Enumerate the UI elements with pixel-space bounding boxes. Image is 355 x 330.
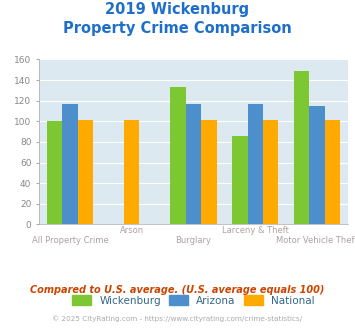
Bar (170, 87, 186, 224)
Legend: Wickenburg, Arizona, National: Wickenburg, Arizona, National (69, 292, 318, 309)
Text: Motor Vehicle Theft: Motor Vehicle Theft (276, 236, 355, 245)
Bar (294, 71, 309, 224)
Text: 2019 Wickenburg: 2019 Wickenburg (105, 2, 250, 16)
Text: Property Crime Comparison: Property Crime Comparison (63, 21, 292, 36)
Bar (232, 136, 247, 224)
Text: Compared to U.S. average. (U.S. average equals 100): Compared to U.S. average. (U.S. average … (30, 285, 325, 295)
Text: All Property Crime: All Property Crime (32, 236, 108, 245)
Text: © 2025 CityRating.com - https://www.cityrating.com/crime-statistics/: © 2025 CityRating.com - https://www.city… (53, 315, 302, 322)
Bar (309, 106, 325, 224)
Bar (62, 104, 78, 224)
Bar (263, 120, 278, 224)
Bar (124, 120, 140, 224)
Bar (47, 121, 62, 224)
Text: Larceny & Theft: Larceny & Theft (222, 226, 289, 235)
Bar (201, 120, 217, 224)
Bar (247, 104, 263, 224)
Text: Burglary: Burglary (175, 236, 212, 245)
Bar (78, 120, 93, 224)
Bar (186, 104, 201, 224)
Bar (325, 120, 340, 224)
Text: Arson: Arson (120, 226, 144, 235)
